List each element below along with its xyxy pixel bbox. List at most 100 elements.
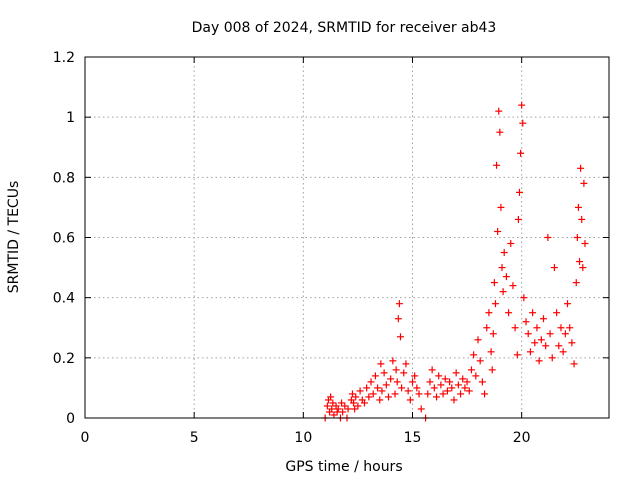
data-point [374,384,382,392]
data-point [467,366,475,374]
x-tick-label: 15 [404,430,422,446]
data-point [573,234,581,241]
data-point [395,300,403,308]
data-point [430,384,438,392]
y-tick-label: 0.2 [53,351,75,367]
data-point [572,279,580,287]
data-point [533,324,541,332]
data-point [371,372,379,380]
data-point [350,399,358,407]
data-point [334,405,342,413]
data-point [330,411,338,419]
data-point [517,149,525,157]
data-point [433,393,441,401]
data-point [578,215,586,223]
data-point [518,101,526,109]
data-point [344,405,352,413]
data-point [515,188,523,196]
data-point [502,273,510,281]
y-axis-label: SRMTID / TECUs [6,181,22,294]
data-point [396,333,404,341]
data-point [365,393,373,401]
data-point [382,381,390,389]
data-point [490,279,498,287]
data-point [524,330,532,338]
data-point [424,390,432,398]
data-point [378,387,386,395]
data-point [566,324,574,332]
data-point [497,203,505,211]
data-point [511,324,519,332]
data-point [463,378,471,386]
data-point [389,357,397,365]
data-point [428,366,436,374]
data-point [470,351,478,359]
data-point [441,375,449,383]
data-point [526,348,534,356]
data-point [580,179,588,187]
data-point [491,300,499,308]
data-point [483,324,491,332]
data-point [514,215,522,223]
data-point [553,309,561,317]
data-point [474,336,482,344]
data-point [476,357,484,365]
data-point [540,315,547,323]
data-point [328,405,336,413]
data-point [576,258,584,266]
x-tick-label: 0 [81,430,90,446]
data-point [544,234,552,241]
data-point [360,399,368,407]
data-point [500,249,508,257]
data-point [387,375,395,383]
data-point [448,384,456,392]
data-point [406,396,414,404]
data-point [513,351,521,359]
data-point [415,390,423,398]
data-point [568,339,576,347]
data-point [450,396,458,404]
data-point [409,378,416,386]
data-point [459,375,467,383]
data-point [402,360,410,368]
data-point [509,282,517,290]
grid-lines [85,57,609,418]
data-point [488,366,496,374]
data-point [531,339,539,347]
data-point [495,107,503,115]
data-point [457,390,465,398]
data-point [452,369,460,377]
data-point [417,405,425,413]
data-point [481,390,489,398]
data-point [478,378,486,386]
data-point [398,384,406,392]
x-tick-label: 10 [294,430,312,446]
data-point [557,324,565,332]
data-point [542,342,550,350]
data-point [505,309,513,317]
data-point [376,396,384,404]
data-point [413,384,421,392]
y-tick-label: 0.4 [53,291,75,307]
data-point [367,378,375,386]
data-point [493,161,501,169]
x-tick-label: 5 [190,430,199,446]
data-point [499,288,507,296]
data-point [498,264,506,272]
data-point [577,164,585,172]
data-points [321,101,589,422]
data-point [435,372,443,380]
y-tick-label: 0.6 [53,231,75,247]
data-point [356,387,364,395]
data-point [391,390,399,398]
data-point [400,369,408,377]
data-point [574,203,582,211]
data-point [472,372,480,380]
data-point [380,369,388,377]
tick-labels: 0 5 10 15 20 0 0.2 0.4 0.6 0.8 1 1.2 [53,50,531,446]
data-point [519,119,527,127]
x-tick-label: 20 [513,430,531,446]
data-point [507,240,515,248]
data-point [437,381,445,389]
